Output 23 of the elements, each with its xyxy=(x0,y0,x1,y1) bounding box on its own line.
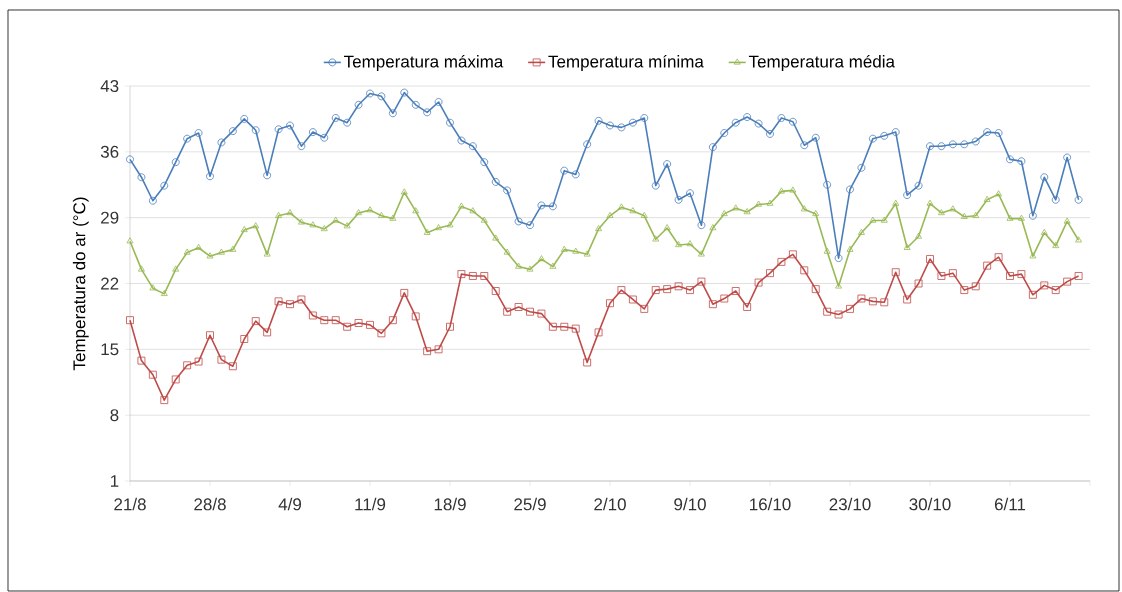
y-tick-label: 36 xyxy=(100,145,119,158)
y-axis-title: Temperatura do ar (°C) xyxy=(72,197,89,371)
y-tick-label: 29 xyxy=(101,211,119,224)
x-tick-label: 6/11 xyxy=(994,497,1026,511)
x-tick-label: 28/8 xyxy=(194,497,226,511)
legend-label: Temperatura média xyxy=(748,54,895,71)
x-tick-label: 21/8 xyxy=(114,497,146,511)
y-tick-label: 15 xyxy=(101,343,119,356)
x-tick-label: 2/10 xyxy=(594,497,626,511)
x-tick-label: 11/9 xyxy=(355,497,386,511)
legend-label: Temperatura máxima xyxy=(344,54,504,71)
x-tick-label: 4/9 xyxy=(278,497,302,511)
x-tick-label: 16/10 xyxy=(750,497,791,511)
y-tick-label: 22 xyxy=(101,277,119,290)
x-tick-label: 30/10 xyxy=(909,497,951,511)
y-tick-label: 1 xyxy=(110,475,119,487)
x-tick-label: 18/9 xyxy=(434,497,466,511)
x-tick-label: 25/9 xyxy=(514,497,546,511)
legend-label: Temperatura mínima xyxy=(548,54,704,71)
x-tick-label: 23/10 xyxy=(829,497,871,511)
y-tick-label: 8 xyxy=(110,409,119,422)
x-tick-label: 9/10 xyxy=(674,497,706,511)
y-tick-label: 43 xyxy=(100,79,119,93)
